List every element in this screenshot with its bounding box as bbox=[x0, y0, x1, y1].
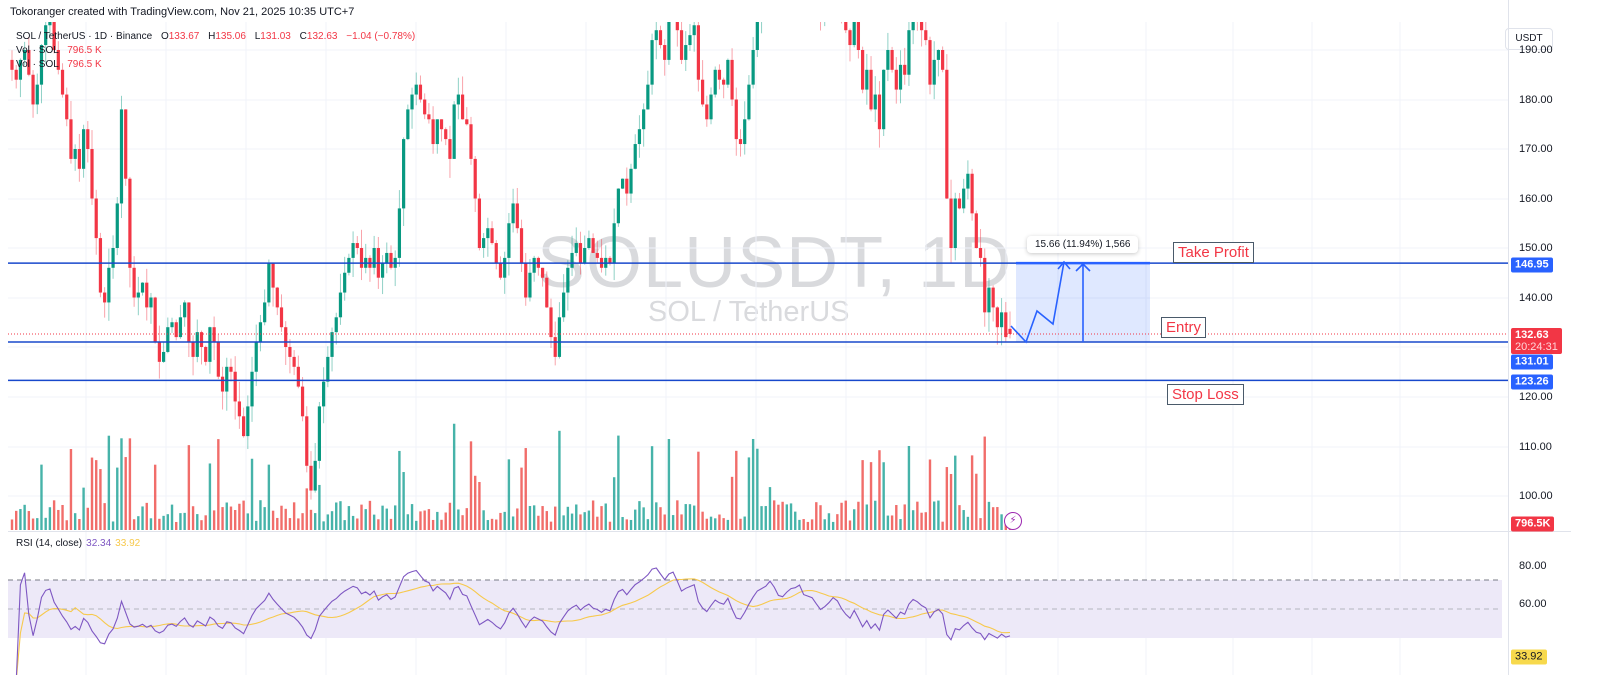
measure-label[interactable]: 15.66 (11.94%) 1,566 bbox=[1027, 236, 1139, 253]
currency-selector[interactable]: USDT bbox=[1505, 28, 1553, 50]
entry-label[interactable]: Entry bbox=[1161, 317, 1207, 338]
volume-legend-row[interactable]: Vol · SOL 796.5 K bbox=[16, 45, 102, 56]
volume-bars[interactable] bbox=[10, 423, 1012, 530]
stop-loss-price-badge: 123.26 bbox=[1511, 374, 1553, 390]
take-profit-price-badge: 146.95 bbox=[1511, 257, 1553, 273]
lightning-icon[interactable]: ⚡ bbox=[1004, 512, 1022, 530]
rsi-value: 32.34 bbox=[86, 538, 112, 549]
ohlc-row[interactable]: SOL / TetherUS · 1D · Binance O133.67 H1… bbox=[16, 31, 416, 42]
volume-badge: 796.5K bbox=[1511, 516, 1555, 532]
close-value: 132.63 bbox=[306, 31, 338, 42]
rsi-ma-value: 33.92 bbox=[115, 538, 141, 549]
stop-loss-label[interactable]: Stop Loss bbox=[1167, 384, 1244, 405]
rsi-legend[interactable]: RSI (14, close) 32.34 33.92 bbox=[16, 538, 141, 549]
symbol-legend: SOL / TetherUS · 1D · Binance O133.67 H1… bbox=[16, 30, 415, 72]
price-chart-canvas[interactable] bbox=[0, 0, 1508, 675]
change-value: −1.04 (−0.78%) bbox=[346, 31, 416, 42]
rsi-pane[interactable] bbox=[8, 567, 1502, 675]
last-price-badge: 132.63 20:24:31 bbox=[1511, 328, 1562, 354]
high-value: 135.06 bbox=[215, 31, 246, 42]
price-axis[interactable]: 190.00 180.00 170.00 160.00 150.00 140.0… bbox=[1508, 0, 1571, 675]
watermark-description: SOL / TetherUS bbox=[648, 296, 850, 328]
projection-path bbox=[1010, 261, 1065, 344]
low-value: 131.03 bbox=[260, 31, 291, 42]
take-profit-label[interactable]: Take Profit bbox=[1173, 242, 1254, 263]
candles[interactable] bbox=[10, 0, 1012, 500]
pane-separator[interactable] bbox=[8, 531, 1571, 532]
chart-credit: Tokoranger created with TradingView.com,… bbox=[10, 6, 355, 18]
arrow-head-icon bbox=[1075, 262, 1091, 272]
rsi-ma-badge: 33.92 bbox=[1511, 649, 1547, 665]
volume-legend-row[interactable]: Vol · SOL 796.5 K bbox=[16, 59, 102, 70]
symbol-label[interactable]: SOL / TetherUS · 1D · Binance bbox=[16, 31, 153, 42]
open-value: 133.67 bbox=[168, 31, 200, 42]
bar-countdown: 20:24:31 bbox=[1515, 341, 1558, 353]
entry-price-badge: 131.01 bbox=[1511, 354, 1553, 370]
arrow-head-icon bbox=[1057, 260, 1071, 270]
